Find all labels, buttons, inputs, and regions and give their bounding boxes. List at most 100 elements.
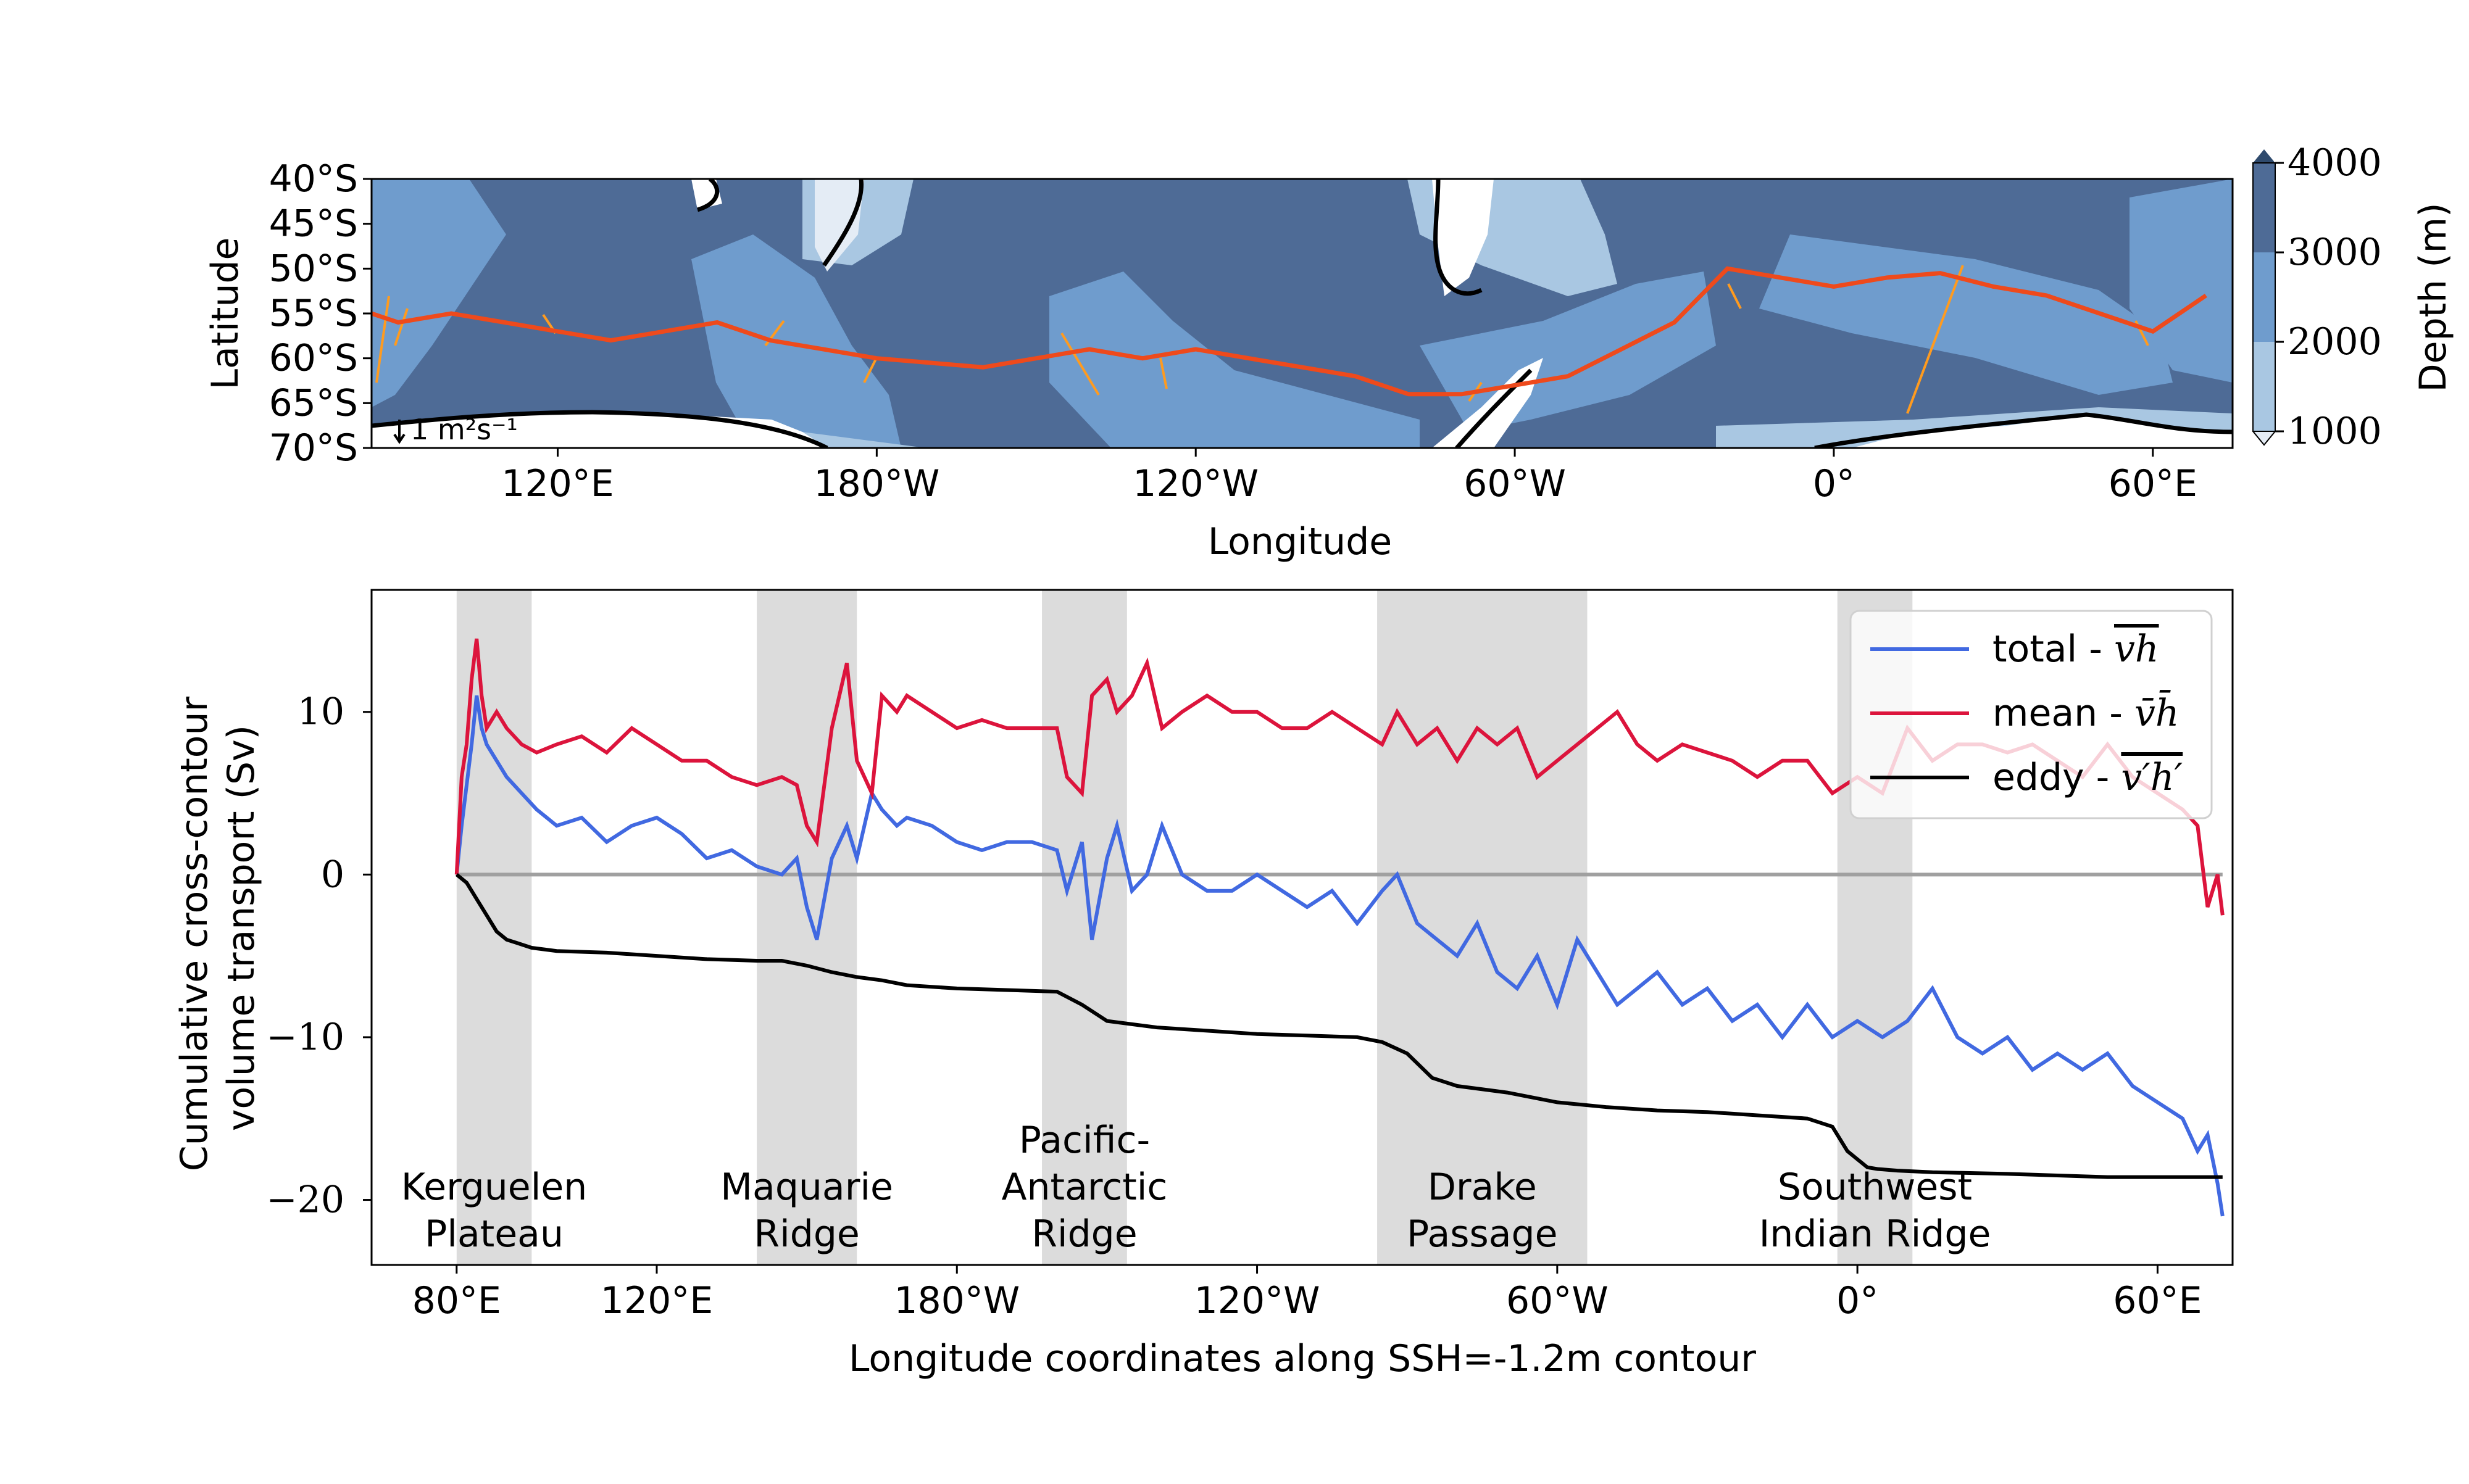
region-label: Ridge bbox=[1031, 1212, 1137, 1256]
transport-y-tick-label: −10 bbox=[266, 1016, 344, 1059]
colorbar-band-4000 bbox=[2253, 163, 2275, 252]
transport-x-tick-label: 180°W bbox=[894, 1279, 1020, 1322]
transport-x-ticks: 80°E 120°E 180°W 120°W 60°W 0° 60°E bbox=[412, 1265, 2202, 1322]
land-new-zealand bbox=[815, 179, 864, 272]
bathymetry bbox=[372, 179, 2233, 448]
land-antarctica bbox=[372, 412, 827, 448]
ridge-shading-pacific-antarctic bbox=[1049, 272, 1420, 448]
region-label: Ridge bbox=[754, 1212, 859, 1256]
coastline-peninsula bbox=[1455, 368, 1533, 448]
shaded-region bbox=[1042, 590, 1127, 1265]
map-x-tick-label: 0° bbox=[1813, 462, 1855, 505]
map-y-tick-label: 70°S bbox=[269, 426, 358, 470]
transport-x-tick-label: 120°E bbox=[601, 1279, 713, 1322]
map-y-tick-label: 60°S bbox=[269, 337, 358, 380]
map-y-tick-label: 45°S bbox=[269, 202, 358, 246]
transport-panel: KerguelenPlateauMaquarieRidgePacific-Ant… bbox=[173, 589, 2234, 1380]
map-y-ticks: 40°S45°S50°S55°S60°S65°S70°S bbox=[269, 157, 372, 470]
region-label: Plateau bbox=[425, 1212, 564, 1256]
ridge-shading-drake bbox=[1420, 272, 1716, 432]
colorbar-tick-label: 1000 bbox=[2288, 410, 2382, 453]
ridge-shading-kerguelen bbox=[372, 179, 506, 407]
legend-symbol-total: vh bbox=[2114, 628, 2159, 671]
legend-symbol-eddy: v′h′ bbox=[2121, 756, 2183, 799]
flux-arrow bbox=[863, 357, 878, 383]
region-label: Indian Ridge bbox=[1759, 1212, 1991, 1256]
region-labels: KerguelenPlateauMaquarieRidgePacific-Ant… bbox=[401, 1119, 1991, 1256]
map-x-tick-label: 120°E bbox=[501, 462, 614, 505]
flux-arrow bbox=[394, 308, 409, 346]
legend-label-mean: mean - v̄h̄ bbox=[1992, 690, 2180, 735]
land-south-america bbox=[1432, 179, 1494, 296]
map-y-tick-label: 55°S bbox=[269, 292, 358, 335]
map-ylabel: Latitude bbox=[204, 238, 247, 390]
map-y-tick-label: 40°S bbox=[269, 157, 358, 201]
colorbar: 4000 3000 2000 1000 Depth (m) bbox=[2252, 141, 2455, 453]
transport-ylabel-line1: Cumulative cross-contour bbox=[173, 697, 216, 1172]
transport-x-tick-label: 120°W bbox=[1194, 1279, 1320, 1322]
transport-x-tick-label: 0° bbox=[1836, 1279, 1878, 1322]
coastline-antarctica-east bbox=[1814, 412, 2233, 448]
transport-ylabel: Cumulative cross-contour volume transpor… bbox=[173, 685, 263, 1171]
coastline-antarctica-west bbox=[372, 410, 828, 448]
region-label: Maquarie bbox=[720, 1166, 893, 1209]
coastline-south-america bbox=[1433, 179, 1483, 296]
flux-arrow bbox=[375, 296, 390, 383]
colorbar-tick-label: 3000 bbox=[2288, 231, 2382, 274]
colorbar-frame bbox=[2252, 162, 2276, 432]
region-label: Pacific- bbox=[1019, 1119, 1150, 1162]
series-total-line bbox=[454, 695, 2225, 1217]
shaded-region bbox=[757, 590, 857, 1265]
map-x-tick-label: 60°W bbox=[1463, 462, 1566, 505]
legend: total - vh mean - v̄h̄ eddy - v′h′ bbox=[1849, 610, 2213, 819]
transport-x-tick-label: 60°W bbox=[1506, 1279, 1609, 1322]
map-x-tick-label: 180°W bbox=[814, 462, 939, 505]
region-label: Kerguelen bbox=[401, 1166, 588, 1209]
transport-x-tick-label: 80°E bbox=[412, 1279, 501, 1322]
colorbar-extend-top bbox=[2253, 149, 2275, 163]
map-x-tick-label: 60°E bbox=[2109, 462, 2197, 505]
transport-y-tick-label: 10 bbox=[298, 690, 344, 734]
legend-symbol-mean: v̄h̄ bbox=[2134, 690, 2180, 735]
ridge-shading-maquarie bbox=[691, 234, 901, 448]
map-y-tick-label: 65°S bbox=[269, 381, 358, 425]
scale-label: 1 m²s⁻¹ bbox=[410, 413, 518, 446]
colorbar-band-3000 bbox=[2253, 252, 2275, 342]
flux-arrow bbox=[1727, 283, 1742, 309]
region-label: Antarctic bbox=[1001, 1166, 1167, 1209]
region-label: Southwest bbox=[1778, 1166, 1972, 1209]
transport-x-tick-label: 60°E bbox=[2113, 1279, 2202, 1322]
map-x-ticks: 120°E 180°W 120°W 60°W 0° 60°E bbox=[501, 448, 2197, 505]
colorbar-tick-label: 4000 bbox=[2288, 141, 2382, 184]
legend-label-eddy: eddy - v′h′ bbox=[1992, 756, 2183, 799]
colorbar-band-2000 bbox=[2253, 342, 2275, 431]
transport-y-tick-label: 0 bbox=[321, 853, 344, 896]
transport-frame bbox=[370, 589, 2234, 1266]
ssh-contour-line bbox=[372, 266, 2207, 397]
region-label: Drake bbox=[1428, 1166, 1537, 1209]
colorbar-extend-bottom bbox=[2252, 431, 2276, 446]
legend-label-total: total - vh bbox=[1992, 628, 2159, 671]
shaded-region bbox=[1377, 590, 1588, 1265]
transport-y-ticks: −20 −10 0 10 bbox=[266, 690, 372, 1222]
colorbar-ticks: 4000 3000 2000 1000 bbox=[2275, 141, 2382, 453]
ridge-shading-southwest-indian bbox=[1759, 234, 2173, 395]
coastline-nz bbox=[822, 179, 864, 267]
flux-arrow bbox=[1060, 332, 1100, 396]
map-y-tick-label: 50°S bbox=[269, 247, 358, 290]
region-label: Passage bbox=[1407, 1212, 1558, 1256]
coastline-tasmania bbox=[696, 179, 720, 212]
transport-y-tick-label: −20 bbox=[266, 1179, 344, 1222]
legend-frame bbox=[1849, 610, 2213, 819]
flux-arrow bbox=[1159, 357, 1168, 389]
colorbar-label: Depth (m) bbox=[2412, 202, 2455, 392]
series-eddy-line bbox=[455, 873, 2223, 1179]
flux-arrow bbox=[1906, 265, 1964, 414]
transport-ylabel-line2: volume transport (Sv) bbox=[220, 725, 263, 1131]
transport-xlabel: Longitude coordinates along SSH=-1.2m co… bbox=[849, 1337, 1756, 1380]
scale-arrowhead-icon bbox=[393, 433, 406, 444]
map-xlabel: Longitude bbox=[1208, 520, 1392, 563]
map-x-tick-label: 120°W bbox=[1133, 462, 1259, 505]
shaded-regions bbox=[456, 590, 1913, 1265]
